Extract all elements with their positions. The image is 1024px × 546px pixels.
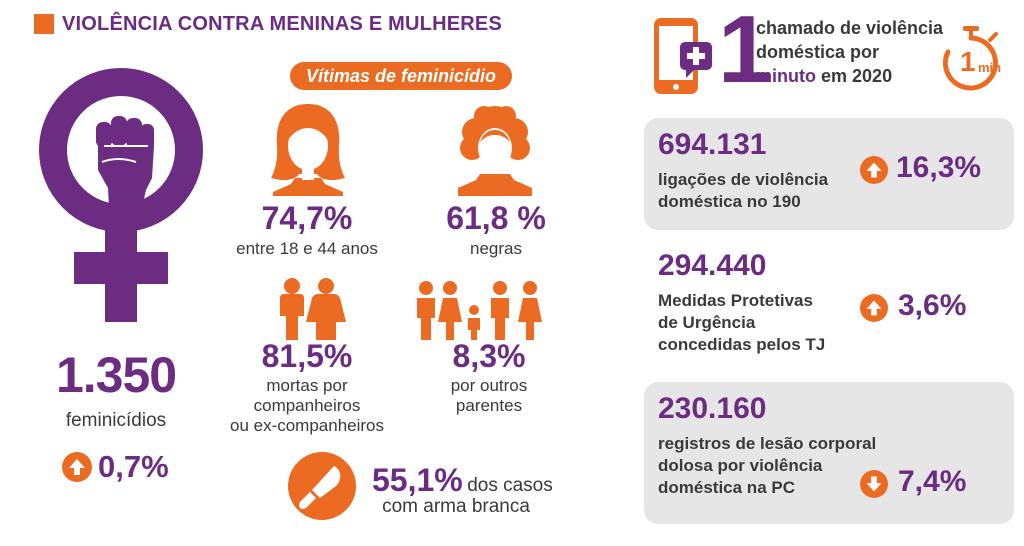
stat-value: 694.131 bbox=[658, 128, 767, 161]
relatives-label-line: parentes bbox=[455, 396, 523, 415]
race-stat-label: negras bbox=[470, 239, 522, 258]
family-icon bbox=[417, 281, 542, 340]
stat-description: registros de lesão corporal dolosa por v… bbox=[658, 433, 876, 499]
stat-description-line: concedidas pelos TJ bbox=[658, 335, 826, 354]
stat-card bbox=[644, 118, 1014, 230]
calls-description: chamado de violência doméstica por minut… bbox=[756, 16, 943, 88]
stat-description-line: doméstica no 190 bbox=[658, 192, 801, 211]
stat-description-line: de Urgência bbox=[658, 313, 756, 332]
stat-value: 294.440 bbox=[658, 249, 767, 282]
arrow-down-icon bbox=[860, 470, 888, 498]
relatives-stat-label: por outros parentes bbox=[414, 376, 564, 416]
calls-line-rest: em 2020 bbox=[821, 66, 893, 86]
arrow-up-icon bbox=[62, 452, 92, 482]
race-stat-value: 61,8 % bbox=[446, 200, 546, 236]
stopwatch-unit: min bbox=[978, 60, 1002, 75]
woman-head-icon bbox=[271, 104, 345, 196]
stat-description-line: Medidas Protetivas bbox=[658, 291, 813, 310]
stat-card bbox=[644, 382, 1014, 524]
calls-line: minuto em 2020 bbox=[756, 64, 943, 88]
weapon-stat: 55,1% dos casos bbox=[372, 462, 553, 499]
female-symbol-fist-icon bbox=[39, 68, 203, 322]
stat-description-line: registros de lesão corporal bbox=[658, 434, 877, 453]
stat-description-line: doméstica na PC bbox=[658, 478, 795, 497]
stat-description-line: ligações de violência bbox=[658, 170, 829, 189]
calls-line: chamado de violência bbox=[756, 18, 944, 38]
page-title: VIOLÊNCIA CONTRA MENINAS E MULHERES bbox=[62, 13, 502, 35]
arrow-up-icon bbox=[860, 156, 888, 184]
weapon-stat-label: dos casos bbox=[467, 475, 553, 496]
header-square-marker bbox=[34, 14, 54, 34]
woman-curly-hair-icon bbox=[458, 106, 532, 196]
partners-label-line: ou ex-companheiros bbox=[229, 416, 385, 435]
stat-description-line: dolosa por violência bbox=[658, 456, 823, 475]
stopwatch-number: 1 bbox=[960, 46, 976, 77]
stopwatch-icon bbox=[942, 26, 998, 91]
stat-description: ligações de violência doméstica no 190 bbox=[658, 169, 828, 213]
feminicides-change: 0,7% bbox=[98, 449, 169, 484]
age-stat-value: 74,7% bbox=[261, 200, 353, 236]
partners-label-line: mortas por bbox=[266, 376, 348, 395]
relatives-label-line: por outros bbox=[450, 376, 528, 395]
arrow-up-icon bbox=[860, 294, 888, 322]
feminicides-value: 1.350 bbox=[55, 347, 177, 403]
weapon-stat-label-line2: com arma branca bbox=[382, 496, 530, 517]
weapon-stat-value: 55,1% bbox=[372, 462, 463, 498]
couple-icon bbox=[280, 278, 346, 340]
stat-description: Medidas Protetivas de Urgência concedida… bbox=[658, 290, 825, 356]
knife-icon bbox=[288, 452, 356, 520]
phone-plus-icon bbox=[654, 18, 712, 94]
partners-stat-label: mortas por companheiros ou ex-companheir… bbox=[208, 376, 406, 436]
feminicides-label: feminicídios bbox=[65, 410, 167, 431]
calls-number: 1 bbox=[718, 0, 772, 103]
stat-value: 230.160 bbox=[658, 392, 767, 425]
partners-label-line: companheiros bbox=[253, 396, 361, 415]
stat-change: 7,4% bbox=[898, 465, 967, 498]
age-stat-label: entre 18 e 44 anos bbox=[236, 239, 378, 258]
stat-change: 16,3% bbox=[896, 151, 982, 184]
calls-line: doméstica por bbox=[756, 42, 880, 62]
relatives-stat-value: 8,3% bbox=[452, 338, 526, 374]
calls-highlight: minuto bbox=[756, 66, 816, 86]
stat-change: 3,6% bbox=[898, 289, 967, 322]
victims-title-badge: Vítimas de feminicídio bbox=[290, 62, 512, 90]
partners-stat-value: 81,5% bbox=[261, 338, 353, 374]
